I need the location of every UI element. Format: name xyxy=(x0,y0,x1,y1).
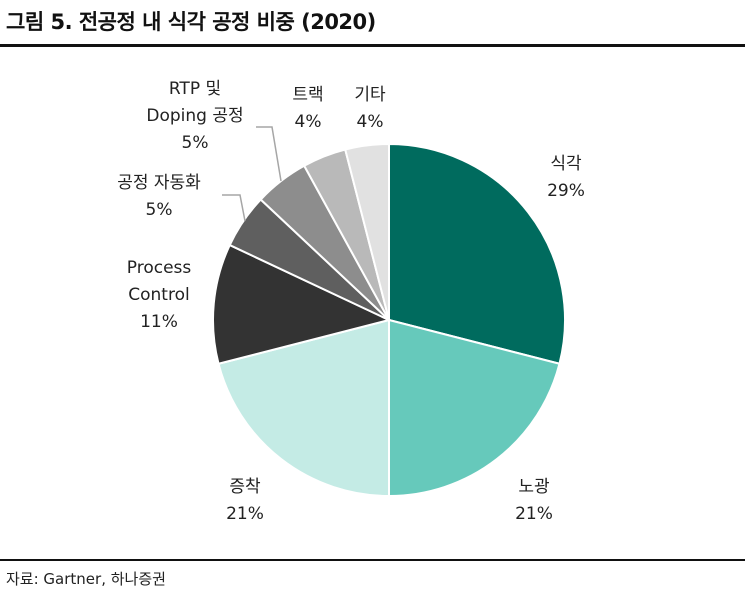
slice-percent: 4% xyxy=(357,112,384,132)
pie-slices xyxy=(212,142,566,498)
bottom-rule xyxy=(0,559,745,561)
slice-percent: 11% xyxy=(140,312,178,332)
pie-slice-3 xyxy=(217,318,390,498)
leader-lines xyxy=(222,126,282,222)
slice-percent: 4% xyxy=(295,112,322,132)
slice-label-1: 식각 29% xyxy=(547,154,585,201)
pie-slice-1 xyxy=(388,142,566,365)
pie-slice-2 xyxy=(388,318,561,498)
slice-label-4: Process Control 11% xyxy=(127,258,192,332)
slice-name: 트랙 xyxy=(292,85,323,105)
leader-line-6 xyxy=(256,126,282,182)
pie-slice-4 xyxy=(212,243,392,365)
top-rule xyxy=(0,44,745,47)
slice-name: 기타 xyxy=(354,85,386,105)
source-note: 자료: Gartner, 하나증권 xyxy=(6,570,166,588)
slice-percent: 21% xyxy=(515,504,553,524)
slice-label-6: RTP 및 Doping 공정 5% xyxy=(146,79,243,153)
slice-percent: 5% xyxy=(182,133,209,153)
slice-label-2: 노광 21% xyxy=(515,477,553,524)
slice-label-5: 공정 자동화 5% xyxy=(117,173,201,220)
slice-name: 식각 xyxy=(550,154,582,174)
slice-name: Process xyxy=(127,258,192,278)
slice-label-3: 증착 21% xyxy=(226,477,264,524)
leader-line-5 xyxy=(222,194,246,222)
chart-title: 그림 5. 전공정 내 식각 공정 비중 (2020) xyxy=(6,10,376,34)
slice-name: 공정 자동화 xyxy=(117,173,201,193)
slice-percent: 5% xyxy=(146,200,173,220)
slice-label-8: 기타 4% xyxy=(354,85,386,132)
slice-percent: 29% xyxy=(547,181,585,201)
slice-percent: 21% xyxy=(226,504,264,524)
pie-slice-8 xyxy=(344,142,390,321)
pie-chart: 식각 29% 노광 21% 증착 21% Process Control 11% 공정 자동화 5%… xyxy=(117,79,585,524)
slice-label-7: 트랙 4% xyxy=(292,85,323,132)
slice-name: Doping 공정 xyxy=(146,106,243,126)
slice-labels: 식각 29% 노광 21% 증착 21% Process Control 11% 공정 자동화 5%… xyxy=(117,79,585,524)
slice-name: Control xyxy=(128,285,189,305)
slice-name: 증착 xyxy=(229,477,261,497)
slice-name: 노광 xyxy=(518,477,549,497)
slice-name: RTP 및 xyxy=(169,79,221,99)
